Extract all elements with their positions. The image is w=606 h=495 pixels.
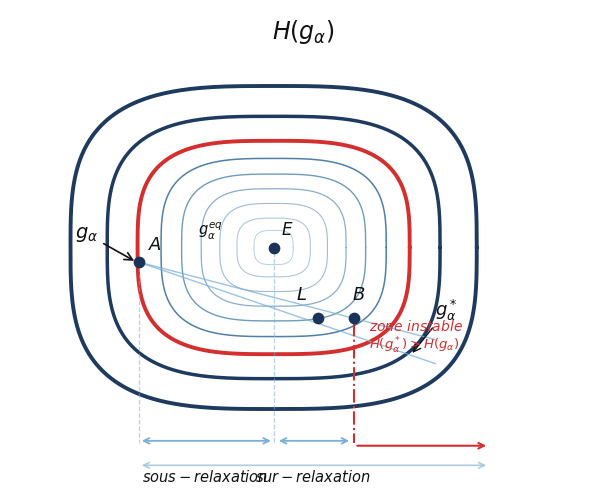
Point [134,258,144,266]
Text: $B$: $B$ [352,286,365,304]
Text: $L$: $L$ [296,286,307,304]
Text: $E$: $E$ [281,221,293,239]
Text: $g_\alpha^{eq}$: $g_\alpha^{eq}$ [198,221,222,242]
Text: $g_\alpha$: $g_\alpha$ [75,225,133,260]
Text: $sous-relaxation$: $sous-relaxation$ [142,469,268,485]
Point [269,244,279,251]
Point [350,314,359,322]
Text: $sur-relaxation$: $sur-relaxation$ [255,469,370,485]
Point [313,314,322,322]
Text: $H(g_\alpha)$: $H(g_\alpha)$ [271,18,335,46]
Text: $A$: $A$ [148,236,162,254]
Text: $zone\ instable$: $zone\ instable$ [369,319,463,334]
Text: $H(g_\alpha^*) > H(g_\alpha)$: $H(g_\alpha^*) > H(g_\alpha)$ [369,337,459,356]
Text: $g_\alpha^*$: $g_\alpha^*$ [413,298,458,352]
